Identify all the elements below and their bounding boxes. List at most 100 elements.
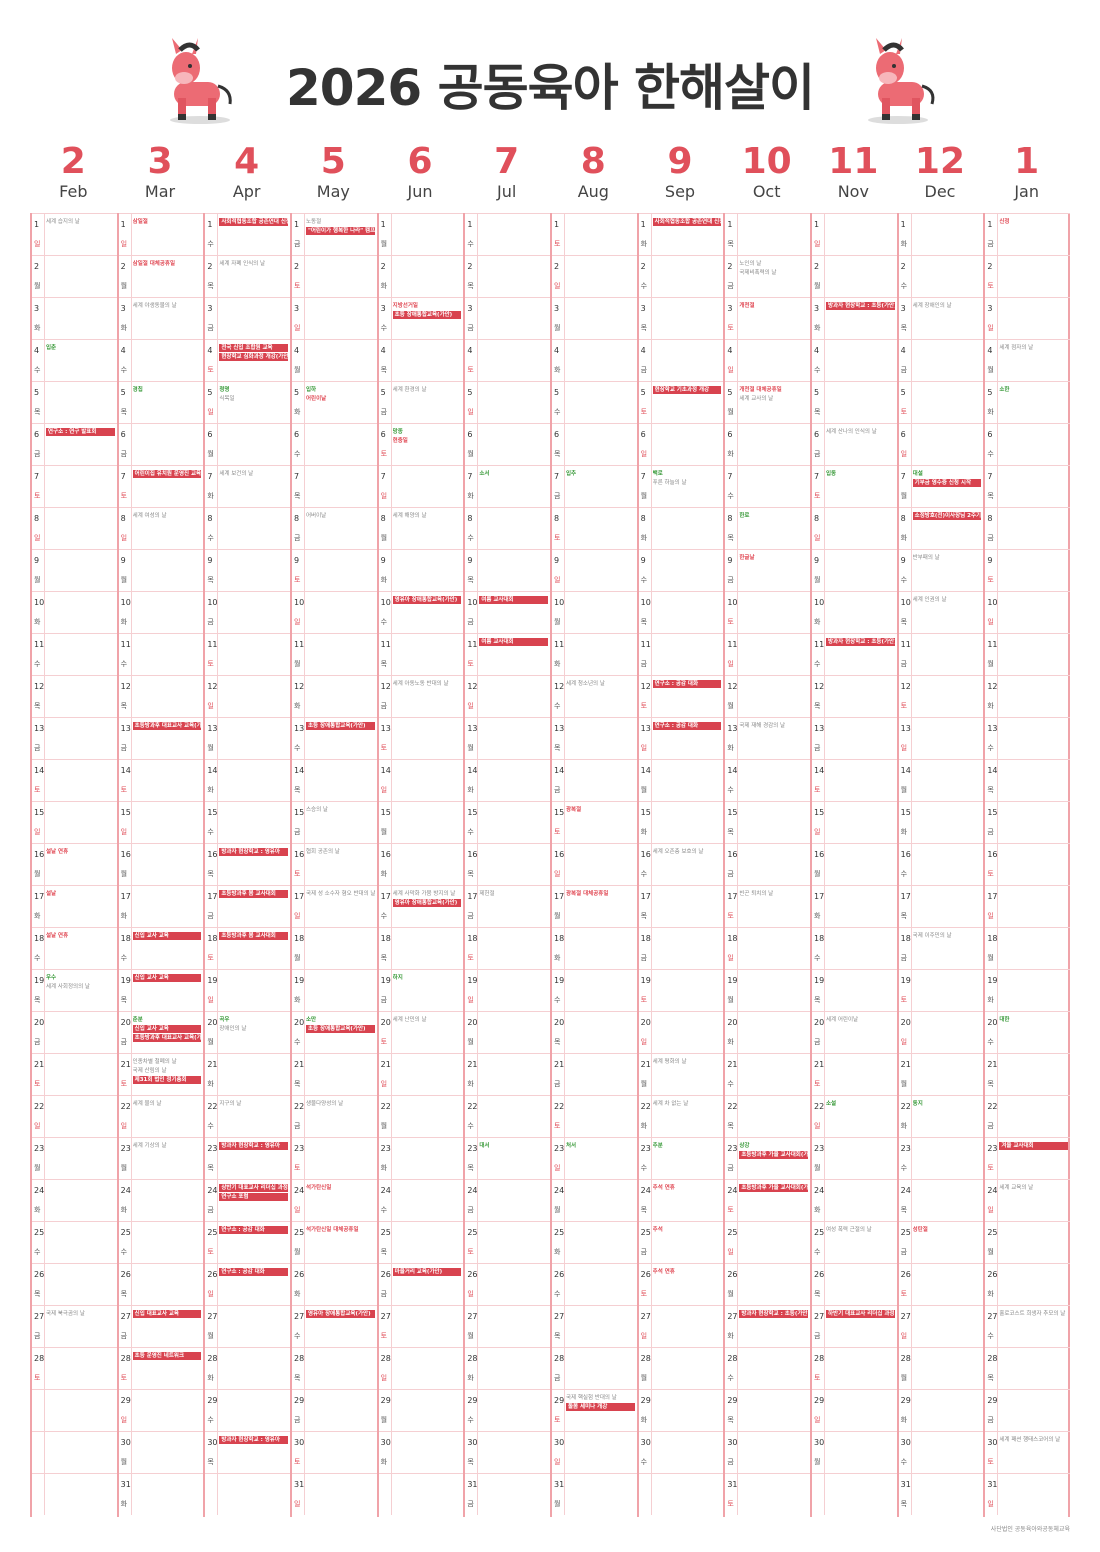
day-cell: 20 수 대한 [985,1011,1070,1053]
day-cell: 15 수 [465,801,550,843]
event: 입춘 [46,345,57,351]
day-cell: 1 금 노동절 "어린이가 행복한 나라" 캠프 [292,213,377,255]
day-number: 17 [987,892,998,901]
day-strip [639,256,652,297]
weekday: 월 [294,366,301,374]
day-strip [119,340,132,381]
day-cell: 29 일 [812,1389,897,1431]
day-cell: 7 월 백로 푸른 하늘의 날 [638,465,724,507]
day-strip [205,970,219,1011]
day-strip [379,676,392,717]
day-strip [205,298,219,339]
event: 기부금 영수증 신청 시작 [912,479,982,487]
day-number: 12 [814,682,825,691]
day-cell: 11 월 [292,633,377,675]
day-strip [899,1474,912,1515]
day-cell: 23 수 [898,1137,984,1179]
day-cell: 13 일 [898,717,984,759]
day-cell: 25 일 [725,1221,810,1263]
day-cell: 13 목 [552,717,637,759]
day-cell: 27 일 [898,1305,984,1347]
day-number: 25 [380,1228,391,1237]
day-number: 6 [987,430,993,439]
day-strip [205,844,219,885]
day-cell: 16 수 [898,843,984,885]
weekday: 월 [554,1206,561,1214]
day-strip [205,802,219,843]
day-strip [292,1012,305,1053]
month-number: 12 [914,141,966,182]
weekday: 수 [207,828,214,836]
day-strip [379,634,392,675]
event: 초등 장애통합교육(가안) [392,311,462,319]
weekday: 목 [467,576,474,584]
day-number: 19 [294,976,305,985]
day-number: 7 [34,472,40,481]
day-number: 4 [207,346,213,355]
weekday: 월 [727,702,734,710]
day-cell [32,1389,117,1431]
weekday: 일 [467,702,474,710]
day-strip [119,970,132,1011]
day-strip [812,1474,825,1515]
weekday: 수 [900,576,908,584]
day-cell: 13 수 [985,717,1070,759]
day-cell: 16 월 설날 연휴 [32,843,117,885]
weekday: 금 [467,1206,474,1214]
weekday: 금 [814,1038,821,1046]
day-cell: 22 금 생물다양성의 날 [292,1095,377,1137]
weekday: 월 [120,1164,128,1172]
weekday: 수 [467,240,474,248]
weekday: 화 [380,282,388,290]
weekday: 수 [380,618,388,626]
weekday: 일 [900,1332,908,1340]
day-number: 26 [814,1270,825,1279]
weekday: 목 [640,912,648,920]
day-strip [32,886,45,927]
day-cell: 11 수 [32,633,117,675]
weekday: 토 [294,1164,301,1172]
day-number: 9 [640,556,646,565]
day-cell: 26 목 [118,1263,204,1305]
day-strip [812,760,825,801]
day-number: 30 [294,1438,305,1447]
weekday: 일 [814,1122,821,1130]
day-number: 5 [467,388,473,397]
day-number: 18 [207,934,218,943]
day-cell: 29 금 [985,1389,1070,1431]
day-cell: 28 일 [378,1347,464,1389]
weekday: 일 [814,240,821,248]
day-cell: 21 일 [378,1053,464,1095]
day-strip [552,424,565,465]
day-strip [119,634,132,675]
day-number: 6 [727,430,733,439]
day-strip [205,1474,219,1515]
day-cell: 13 토 [378,717,464,759]
weekday: 수 [640,870,648,878]
day-cell: 28 월 [898,1347,984,1389]
day-number: 2 [727,262,733,271]
weekday: 월 [294,954,301,962]
event: 연구소 : 공감 대화 [219,1268,288,1276]
month-name: Apr [232,182,261,201]
event: 세계 어린이날 [826,1017,859,1023]
day-cell: 28 수 [725,1347,810,1389]
day-cell: 23 월 세계 기상의 날 [118,1137,204,1179]
weekday: 토 [900,1290,908,1298]
weekday: 목 [727,1416,734,1424]
day-cell: 16 수 세계 오존층 보호의 날 [638,843,724,885]
day-strip [465,844,479,885]
day-cell: 27 화 방과자 현장학교 : 초등(가안) [725,1305,810,1347]
weekday: 토 [120,786,128,794]
day-strip [812,844,825,885]
event: 국제 재해 경감의 날 [739,723,786,729]
day-strip [465,1180,479,1221]
weekday: 일 [34,240,41,248]
day-cell: 8 목 한로 [725,507,810,549]
day-strip [205,928,219,969]
day-number: 17 [640,892,651,901]
day-number: 17 [814,892,825,901]
weekday: 수 [467,1122,474,1130]
